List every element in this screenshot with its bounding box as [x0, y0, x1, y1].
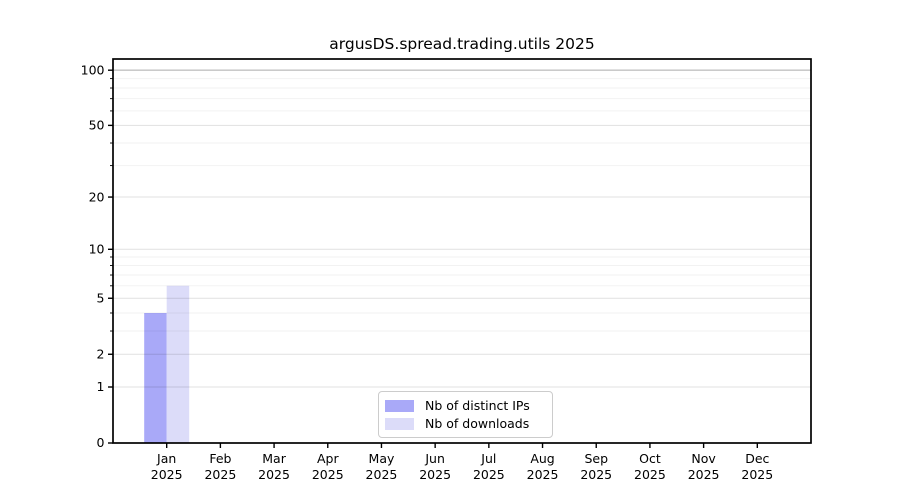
x-tick-label-year: 2025 [527, 467, 559, 482]
legend-label-distinct-ips: Nb of distinct IPs [425, 398, 530, 413]
y-tick-label: 50 [89, 118, 105, 133]
x-tick-label-year: 2025 [634, 467, 666, 482]
x-tick-label-year: 2025 [258, 467, 290, 482]
axes-frame [112, 58, 812, 444]
x-tick-label-month: Apr [317, 451, 339, 466]
y-tick-label: 2 [97, 346, 105, 361]
x-tick-label-year: 2025 [151, 467, 183, 482]
x-tick-label-year: 2025 [204, 467, 236, 482]
bar-distinct-ips-jan [144, 312, 167, 443]
x-tick-label-year: 2025 [741, 467, 773, 482]
legend-swatch-distinct-ips-icon [385, 399, 414, 412]
legend-item-downloads: Nb of downloads [385, 416, 544, 431]
chart-title: argusDS.spread.trading.utils 2025 [329, 35, 595, 53]
y-tick-label: 1 [97, 379, 105, 394]
x-tick-label-month: Jan [156, 451, 176, 466]
x-tick-label-month: Sep [584, 451, 608, 466]
x-tick-label-month: Jun [424, 451, 445, 466]
y-tick-label: 5 [97, 290, 105, 305]
x-tick-label-month: May [369, 451, 395, 466]
x-tick-label-year: 2025 [312, 467, 344, 482]
x-tick-label-month: Dec [745, 451, 769, 466]
y-tick-label: 10 [89, 241, 105, 256]
x-tick-label-year: 2025 [580, 467, 612, 482]
y-tick-label: 20 [89, 189, 105, 204]
x-tick-label-month: Aug [530, 451, 554, 466]
y-tick-label: 100 [81, 62, 105, 77]
y-tick-label: 0 [97, 435, 105, 450]
legend-label-downloads: Nb of downloads [425, 416, 530, 431]
legend-swatch-downloads-icon [385, 417, 414, 430]
x-tick-label-month: Mar [262, 451, 286, 466]
x-tick-label-month: Oct [639, 451, 661, 466]
x-tick-label-year: 2025 [419, 467, 451, 482]
x-tick-label-year: 2025 [366, 467, 398, 482]
bar-downloads-jan [166, 285, 190, 443]
x-tick-label-month: Jul [480, 451, 496, 466]
x-tick-label-year: 2025 [473, 467, 505, 482]
x-tick-label-year: 2025 [688, 467, 720, 482]
x-tick-label-month: Feb [209, 451, 231, 466]
legend-item-distinct-ips: Nb of distinct IPs [385, 398, 544, 413]
x-tick-label-month: Nov [691, 451, 716, 466]
legend: Nb of distinct IPs Nb of downloads [378, 391, 553, 438]
